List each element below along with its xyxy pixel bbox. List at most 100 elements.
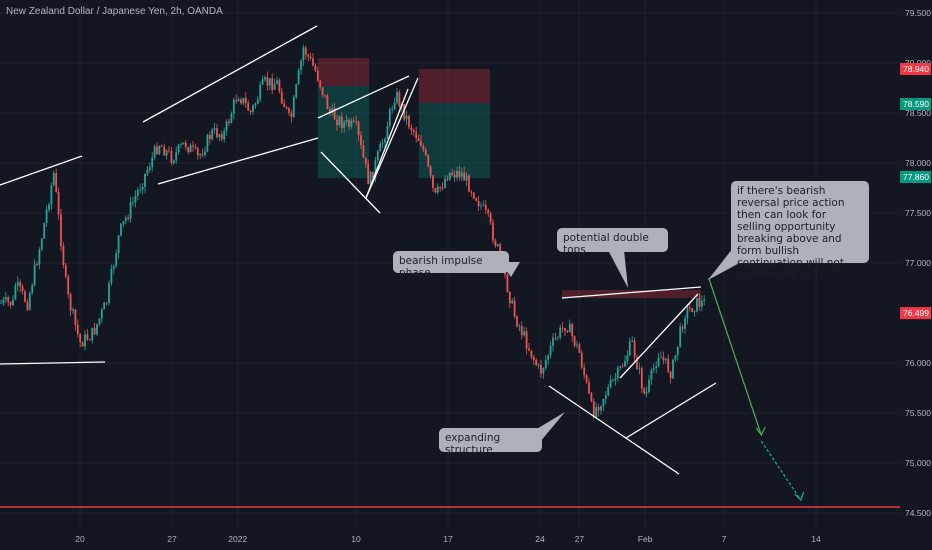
candle-body — [535, 359, 538, 366]
price-badge — [900, 98, 931, 110]
candle-body — [172, 160, 175, 164]
candle-body — [136, 189, 139, 196]
candle-body — [662, 357, 665, 361]
candle-body — [489, 213, 492, 223]
candle-body — [132, 202, 134, 203]
candle-body — [336, 119, 338, 126]
candle-body — [441, 187, 444, 189]
trend-line — [142, 25, 318, 123]
candle-body — [57, 192, 60, 215]
candle-body — [187, 147, 190, 153]
candle-body — [206, 134, 209, 152]
candle-body — [297, 70, 300, 85]
candle-body — [427, 155, 430, 167]
candle-body — [45, 209, 48, 223]
candle-body — [352, 120, 355, 122]
candle-body — [134, 195, 137, 203]
candle-body — [249, 110, 252, 113]
candle-body — [285, 107, 288, 109]
candle-body — [48, 204, 50, 210]
candle-body — [189, 145, 192, 153]
price-badge-label: 78.590 — [903, 99, 929, 109]
price-axis — [900, 0, 932, 550]
candle-body — [696, 298, 698, 312]
candle-body — [103, 302, 106, 310]
x-tick-label: 17 — [443, 534, 453, 544]
candle-body — [681, 326, 684, 329]
candle-body — [139, 189, 142, 191]
candle-body — [640, 368, 643, 389]
candle-body — [583, 367, 586, 376]
candle-body — [669, 371, 672, 379]
candle-body — [271, 78, 274, 90]
candle-body — [21, 286, 24, 292]
y-tick-label: 75.500 — [905, 408, 931, 418]
y-tick-label: 75.000 — [905, 458, 931, 468]
candle-body — [266, 77, 269, 86]
candle-body — [472, 192, 475, 199]
candle-body — [523, 331, 526, 336]
candle-body — [480, 205, 482, 207]
candle-body — [405, 115, 408, 120]
candle-body — [355, 121, 358, 123]
candle-body — [60, 214, 62, 247]
candle-body — [33, 264, 36, 286]
candle-body — [631, 340, 634, 342]
candle-body — [391, 108, 394, 110]
candle-body — [160, 146, 163, 147]
candle-body — [259, 84, 262, 100]
candle-body — [451, 172, 454, 175]
candle-body — [436, 186, 439, 193]
price-badge-label: 78.940 — [903, 64, 929, 74]
resistance-zone — [562, 290, 701, 298]
candle-body — [657, 357, 660, 367]
candle-body — [434, 187, 437, 193]
trend-line — [548, 385, 680, 475]
candle-body — [456, 170, 458, 178]
candle-body — [463, 172, 466, 181]
candle-body — [345, 119, 348, 123]
candle-body — [595, 407, 598, 418]
x-tick-label: 27 — [575, 534, 585, 544]
candle-body — [328, 109, 331, 114]
candle-body — [9, 301, 12, 306]
x-tick-label: 10 — [351, 534, 361, 544]
candle-body — [693, 311, 696, 313]
candle-body — [307, 54, 310, 57]
x-tick-label: 27 — [167, 534, 177, 544]
candle-body — [664, 358, 667, 361]
candle-body — [4, 297, 7, 300]
callout-pointer — [535, 412, 565, 448]
candle-body — [292, 97, 295, 118]
candle-body — [520, 326, 523, 336]
candle-body — [513, 300, 516, 317]
candle-body — [177, 144, 180, 153]
candle-body — [532, 356, 535, 360]
x-tick-label: 20 — [75, 534, 85, 544]
candle-body — [676, 346, 679, 356]
candle-body — [424, 149, 427, 156]
candle-body — [703, 299, 706, 301]
candle-body — [470, 191, 473, 193]
x-tick-label: 7 — [722, 534, 727, 544]
trend-line — [365, 77, 419, 199]
candle-body — [124, 217, 127, 222]
candle-body — [408, 115, 410, 128]
projection-arrowhead-1 — [755, 426, 766, 437]
candle-body — [667, 358, 670, 372]
candle-body — [304, 47, 307, 55]
candle-body — [108, 283, 110, 304]
stop-zone — [419, 69, 490, 103]
candle-body — [273, 83, 276, 90]
candle-body — [506, 274, 509, 292]
candle-body — [300, 60, 302, 71]
candle-body — [684, 318, 686, 329]
candle-body — [72, 309, 74, 311]
candle-body — [415, 131, 418, 139]
candle-body — [672, 359, 674, 379]
candle-body — [256, 99, 259, 104]
projection-leg-1 — [708, 277, 762, 436]
candle-body — [295, 84, 298, 98]
candle-body — [91, 327, 94, 341]
